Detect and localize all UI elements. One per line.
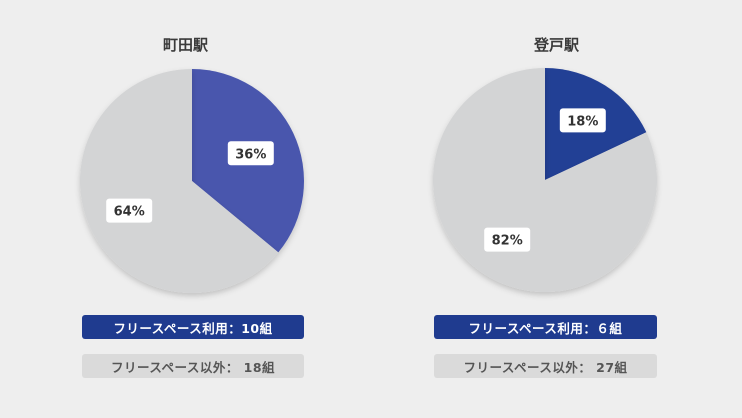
pie-slice xyxy=(80,69,279,293)
legend-free-space-use: フリースペース利用：10組 xyxy=(82,315,304,339)
slice-label: 82% xyxy=(484,227,531,252)
chart-panel-machida: 町田駅 36% 64% フリースペース利用：10組 フリースペース以外： 18組 xyxy=(80,36,305,378)
pie-chart-machida: 36% 64% xyxy=(80,69,305,293)
slice-label: 36% xyxy=(227,141,274,166)
svg-text:64%: 64% xyxy=(114,205,145,220)
chart-title: 登戸駅 xyxy=(533,36,579,54)
chart-panel-noborito: 登戸駅 18% 82% フリースペース利用：６組 フリースペース以外： 27組 xyxy=(371,0,742,418)
svg-text:36%: 36% xyxy=(235,147,266,162)
svg-text:18%: 18% xyxy=(567,114,598,129)
legend-other: フリースペース以外： 18組 xyxy=(82,354,304,378)
chart-title: 町田駅 xyxy=(162,36,208,54)
legend-free-space-use: フリースペース利用：６組 xyxy=(434,315,657,339)
legend-other: フリースペース以外： 27組 xyxy=(434,354,657,378)
slice-label: 64% xyxy=(106,198,153,223)
slice-label: 18% xyxy=(559,108,606,133)
svg-text:82%: 82% xyxy=(492,234,523,249)
pie-chart-noborito: 18% 82% xyxy=(433,68,658,292)
